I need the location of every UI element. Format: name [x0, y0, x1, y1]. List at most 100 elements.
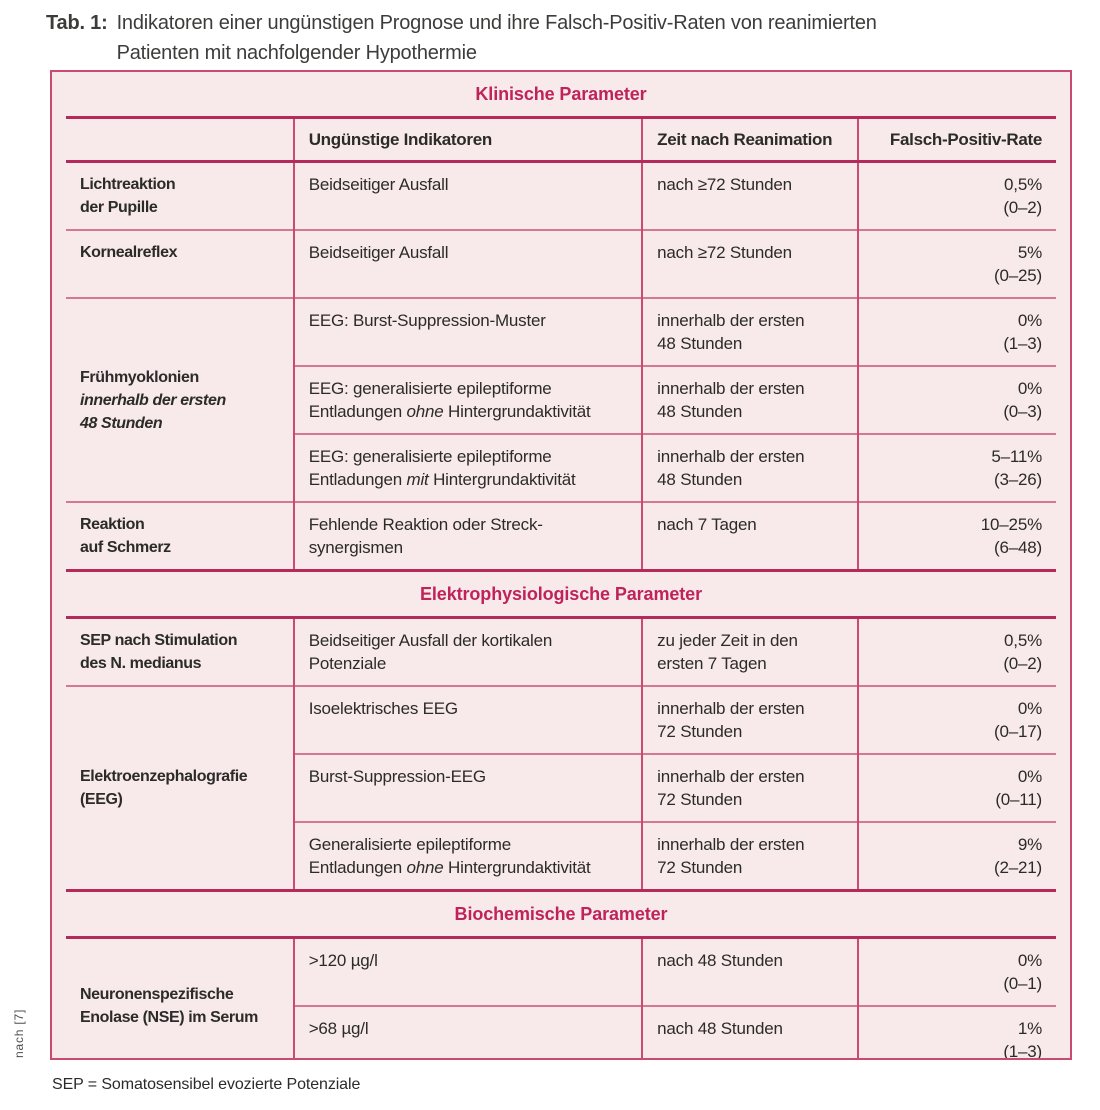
group-cell: Lichtreaktion der Pupille: [66, 162, 294, 231]
group-cell: SEP nach Stimulation des N. medianus: [66, 618, 294, 687]
rate-range: (0–2): [1003, 654, 1042, 673]
rate-cell: 0,5% (0–2): [856, 161, 1056, 230]
rate-cell: 5–11% (3–26): [856, 433, 1056, 502]
table-row: Lichtreaktion der Pupille Beidseitiger A…: [66, 161, 1056, 231]
rate-value: 5–11%: [991, 447, 1042, 466]
rate-range: (0–17): [994, 722, 1042, 741]
table-row: Neuronenspezifische Enolase (NSE) im Ser…: [66, 937, 1056, 1026]
rate-value: 0%: [1017, 767, 1042, 786]
table-caption: Tab. 1: Indikatoren einer ungünstigen Pr…: [46, 8, 1056, 68]
group-cell: Reaktion auf Schmerz: [66, 501, 294, 571]
column-header-indicators: Ungünstige Indikatoren: [292, 117, 643, 163]
indicator-cell: >68 µg/l: [292, 1005, 643, 1058]
caption-text: Indikatoren einer ungünstigen Prognose u…: [116, 12, 877, 64]
rate-cell: 9% (2–21): [856, 821, 1056, 891]
group-label: Frühmyoklonien: [80, 368, 199, 386]
rate-range: (0–2): [1003, 198, 1042, 217]
section-title: Elektrophysiologische Parameter: [66, 569, 1056, 619]
prognosis-table: Klinische Parameter Ungünstige Indikator…: [50, 70, 1072, 1060]
time-cell: nach 7 Tagen: [641, 501, 858, 571]
time-cell: innerhalb der ersten 48 Stunden: [641, 297, 858, 366]
rate-range: (1–3): [1003, 1042, 1042, 1060]
rate-cell: 0% (0–1): [856, 937, 1056, 1006]
indicator-cell: Beidseitiger Ausfall der kortikalen Pote…: [292, 617, 643, 686]
rate-value: 9%: [1017, 835, 1042, 854]
indicator-cell: Beidseitiger Ausfall: [292, 229, 643, 298]
rate-value: 0%: [1017, 699, 1042, 718]
group-label: Neuronenspezifische Enolase (NSE) im Ser…: [80, 986, 258, 1026]
time-cell: innerhalb der ersten 48 Stunden: [641, 433, 858, 502]
group-label: SEP nach Stimulation des N. medianus: [80, 632, 238, 672]
rate-range: (2–21): [994, 858, 1042, 877]
caption-label: Tab. 1:: [46, 12, 108, 34]
indicator-cell: Generalisierte epileptiforme Entladungen…: [292, 821, 643, 891]
table-row: >68 µg/l nach 48 Stunden 1% (1–3): [66, 1005, 1056, 1060]
section-title: Klinische Parameter: [66, 72, 1056, 119]
table-row: Burst-Suppression-EEG innerhalb der erst…: [66, 753, 1056, 822]
rate-range: (0–1): [1003, 974, 1042, 993]
rate-cell: 10–25% (6–48): [856, 501, 1056, 571]
indicator-cell: Fehlende Reaktion oder Streck- synergism…: [292, 501, 643, 571]
indicator-cell: EEG: generalisierte epileptiforme Entlad…: [292, 365, 643, 434]
rate-cell: 5% (0–25): [856, 229, 1056, 298]
time-cell: nach ≥72 Stunden: [641, 229, 858, 298]
table-row: Kornealreflex Beidseitiger Ausfall nach …: [66, 229, 1056, 298]
indicator-cell: >120 µg/l: [292, 937, 643, 1006]
rate-value: 0%: [1017, 311, 1042, 330]
table-row: Elektroenzephalografie (EEG) Isoelektris…: [66, 685, 1056, 891]
time-cell: nach 48 Stunden: [641, 1005, 858, 1058]
table-row: Frühmyoklonien innerhalb der ersten 48 St…: [66, 297, 1056, 502]
rate-value: 0,5%: [1004, 175, 1042, 194]
time-cell: nach 48 Stunden: [641, 937, 858, 1006]
table-row: Generalisierte epileptiforme Entladungen…: [66, 821, 1056, 891]
footnote: SEP = Somatosensibel evozierte Potenzial…: [52, 1076, 361, 1093]
rate-cell: 0% (0–11): [856, 753, 1056, 822]
indicator-cell: EEG: Burst-Suppression-Muster: [292, 297, 643, 366]
rate-value: 0%: [1017, 951, 1042, 970]
time-cell: nach ≥72 Stunden: [641, 161, 858, 230]
time-cell: innerhalb der ersten 72 Stunden: [641, 753, 858, 822]
group-label: Elektroenzephalografie (EEG): [80, 768, 248, 808]
rate-cell: 0% (0–17): [856, 685, 1056, 754]
source-note: nach [7]: [12, 1008, 26, 1058]
time-cell: innerhalb der ersten 48 Stunden: [641, 365, 858, 434]
rate-range: (0–3): [1003, 402, 1042, 421]
group-label: Reaktion auf Schmerz: [80, 516, 171, 556]
rate-value: 0,5%: [1004, 631, 1042, 650]
rate-range: (0–25): [994, 266, 1042, 285]
column-header-rate: Falsch-Positiv-Rate: [856, 117, 1056, 163]
rate-range: (6–48): [994, 538, 1042, 557]
rate-value: 1%: [1017, 1019, 1042, 1038]
indicator-cell: Burst-Suppression-EEG: [292, 753, 643, 822]
indicator-cell: EEG: generalisierte epileptiforme Entlad…: [292, 433, 643, 502]
rate-cell: 0,5% (0–2): [856, 617, 1056, 686]
group-cell: Frühmyoklonien innerhalb der ersten 48 St…: [66, 297, 294, 502]
rate-cell: 0% (1–3): [856, 297, 1056, 366]
group-label: Lichtreaktion der Pupille: [80, 176, 176, 216]
indicator-cell: Beidseitiger Ausfall: [292, 161, 643, 230]
time-cell: innerhalb der ersten 72 Stunden: [641, 821, 858, 891]
column-header-row: Ungünstige Indikatoren Zeit nach Reanima…: [66, 117, 1056, 163]
rate-range: (0–11): [995, 790, 1042, 809]
indicator-cell: Isoelektrisches EEG: [292, 685, 643, 754]
section-header-row: Klinische Parameter: [66, 72, 1056, 119]
section-header-row: Biochemische Parameter: [66, 889, 1056, 939]
column-header-time: Zeit nach Reanimation: [641, 117, 858, 163]
table-row: EEG: generalisierte epileptiforme Entlad…: [66, 365, 1056, 434]
section-title: Biochemische Parameter: [66, 889, 1056, 939]
table-row: Reaktion auf Schmerz Fehlende Reaktion o…: [66, 501, 1056, 571]
section-header-row: Elektrophysiologische Parameter: [66, 569, 1056, 619]
group-cell: Elektroenzephalografie (EEG): [66, 685, 294, 891]
rate-cell: 1% (1–3): [856, 1005, 1056, 1060]
group-sublabel: innerhalb der ersten 48 Stunden: [80, 391, 226, 432]
column-header-empty: [66, 117, 294, 163]
rate-value: 10–25%: [980, 515, 1042, 534]
table-row: SEP nach Stimulation des N. medianus Bei…: [66, 617, 1056, 687]
group-cell: Neuronenspezifische Enolase (NSE) im Ser…: [66, 938, 294, 1059]
time-cell: zu jeder Zeit in den ersten 7 Tagen: [641, 617, 858, 686]
group-cell: Kornealreflex: [66, 229, 294, 298]
rate-value: 0%: [1017, 379, 1042, 398]
rate-range: (3–26): [994, 470, 1042, 489]
table-row: EEG: generalisierte epileptiforme Entlad…: [66, 433, 1056, 502]
group-label: Kornealreflex: [80, 244, 178, 261]
